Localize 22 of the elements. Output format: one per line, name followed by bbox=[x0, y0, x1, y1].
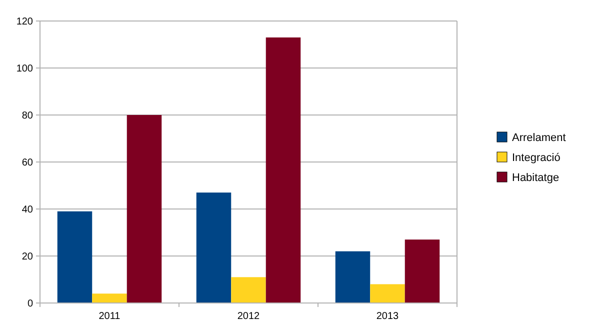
y-tick-label: 80 bbox=[22, 110, 34, 122]
bar bbox=[231, 277, 266, 303]
bar bbox=[196, 192, 232, 303]
bar bbox=[126, 115, 162, 303]
legend-label: Arrelament bbox=[512, 132, 566, 144]
y-tick-label: 20 bbox=[22, 252, 34, 262]
x-tick-label: 2013 bbox=[376, 311, 400, 322]
y-tick-label: 60 bbox=[22, 158, 34, 168]
legend-label: Habitatge bbox=[512, 172, 560, 184]
bar bbox=[57, 211, 92, 303]
y-tick-label: 0 bbox=[27, 298, 34, 310]
y-tick-label: 120 bbox=[16, 16, 34, 28]
y-tick-label: 100 bbox=[16, 64, 34, 74]
bar bbox=[266, 37, 301, 303]
legend-label: Integració bbox=[512, 152, 560, 164]
bar bbox=[335, 251, 370, 303]
bar bbox=[370, 284, 405, 303]
bar bbox=[92, 294, 127, 303]
x-tick-label: 2011 bbox=[98, 311, 121, 322]
bar bbox=[404, 240, 440, 303]
x-tick-label: 2012 bbox=[237, 311, 260, 322]
y-tick-label: 40 bbox=[22, 204, 34, 216]
